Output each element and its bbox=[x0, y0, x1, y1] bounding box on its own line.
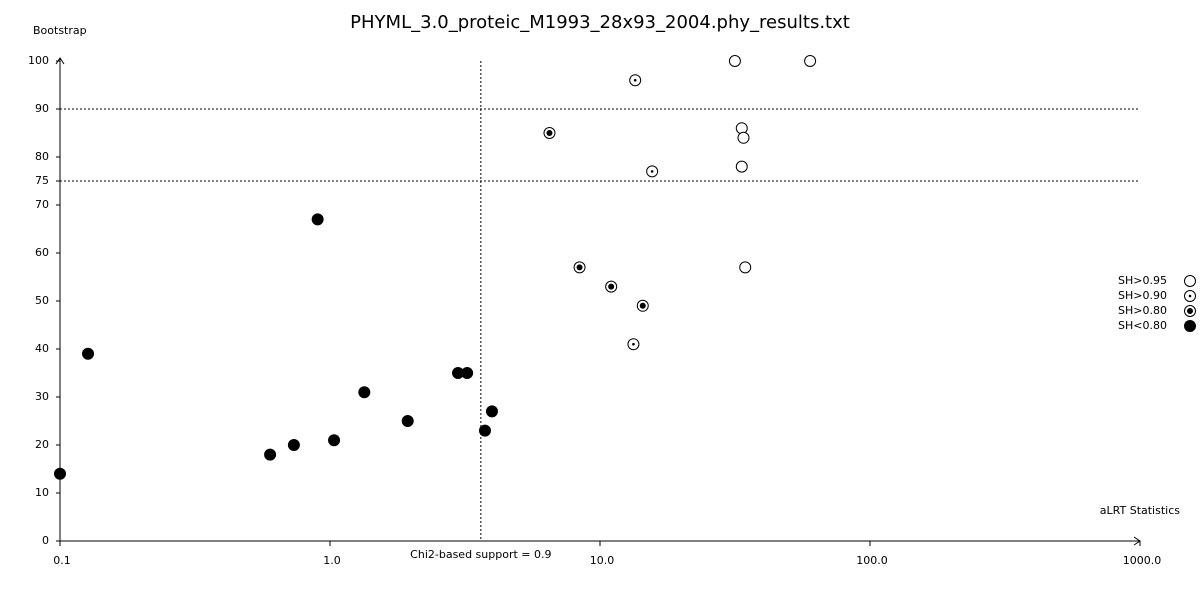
point bbox=[461, 367, 474, 379]
legend-marker bbox=[1184, 320, 1196, 332]
point bbox=[728, 55, 741, 67]
annotation: Chi2-based support = 0.9 bbox=[410, 548, 551, 561]
point bbox=[646, 165, 659, 178]
point bbox=[311, 213, 324, 226]
x-axis-label: aLRT Statistics bbox=[1100, 504, 1180, 517]
y-tick-label: 75 bbox=[35, 174, 49, 187]
point bbox=[636, 299, 649, 312]
y-tick-label: 10 bbox=[35, 486, 49, 499]
point bbox=[605, 280, 618, 293]
y-tick-label: 60 bbox=[35, 246, 49, 259]
x-tick-label: 1000.0 bbox=[1123, 554, 1162, 567]
point bbox=[82, 347, 95, 360]
y-tick-label: 40 bbox=[35, 342, 49, 355]
y-tick-label: 20 bbox=[35, 438, 49, 451]
point bbox=[627, 338, 640, 351]
legend-marker bbox=[1184, 290, 1196, 302]
y-tick-label: 90 bbox=[35, 102, 49, 115]
chart-title: PHYML_3.0_proteic_M1993_28x93_2004.phy_r… bbox=[350, 12, 850, 33]
x-tick-label: 1.0 bbox=[323, 554, 341, 567]
point bbox=[739, 261, 752, 274]
point bbox=[737, 131, 750, 144]
point bbox=[264, 448, 277, 461]
point bbox=[287, 439, 300, 451]
y-tick-label: 50 bbox=[35, 294, 49, 307]
point bbox=[328, 434, 341, 447]
y-tick-label: 30 bbox=[35, 390, 49, 403]
point bbox=[735, 122, 748, 135]
y-tick-label: 100 bbox=[28, 54, 49, 67]
x-tick-label: 10.0 bbox=[590, 554, 615, 567]
legend-label: SH<0.80 bbox=[1118, 319, 1167, 332]
x-tick-label: 0.1 bbox=[53, 554, 71, 567]
point bbox=[735, 160, 748, 173]
legend-marker bbox=[1184, 305, 1196, 317]
legend-label: SH>0.95 bbox=[1118, 274, 1167, 287]
point bbox=[573, 261, 586, 274]
point bbox=[478, 424, 491, 437]
y-tick-label: 70 bbox=[35, 198, 49, 211]
point bbox=[358, 386, 371, 399]
point bbox=[54, 467, 66, 480]
point bbox=[629, 74, 642, 87]
y-axis-label: Bootstrap bbox=[33, 24, 87, 37]
point bbox=[543, 127, 556, 139]
y-tick-label: 80 bbox=[35, 150, 49, 163]
y-tick-label: 0 bbox=[42, 534, 49, 547]
point bbox=[401, 415, 414, 427]
point bbox=[485, 405, 498, 418]
legend-marker bbox=[1184, 275, 1196, 287]
point bbox=[804, 55, 817, 67]
x-tick-label: 100.0 bbox=[856, 554, 888, 567]
legend-label: SH>0.80 bbox=[1118, 304, 1167, 317]
legend-label: SH>0.90 bbox=[1118, 289, 1167, 302]
